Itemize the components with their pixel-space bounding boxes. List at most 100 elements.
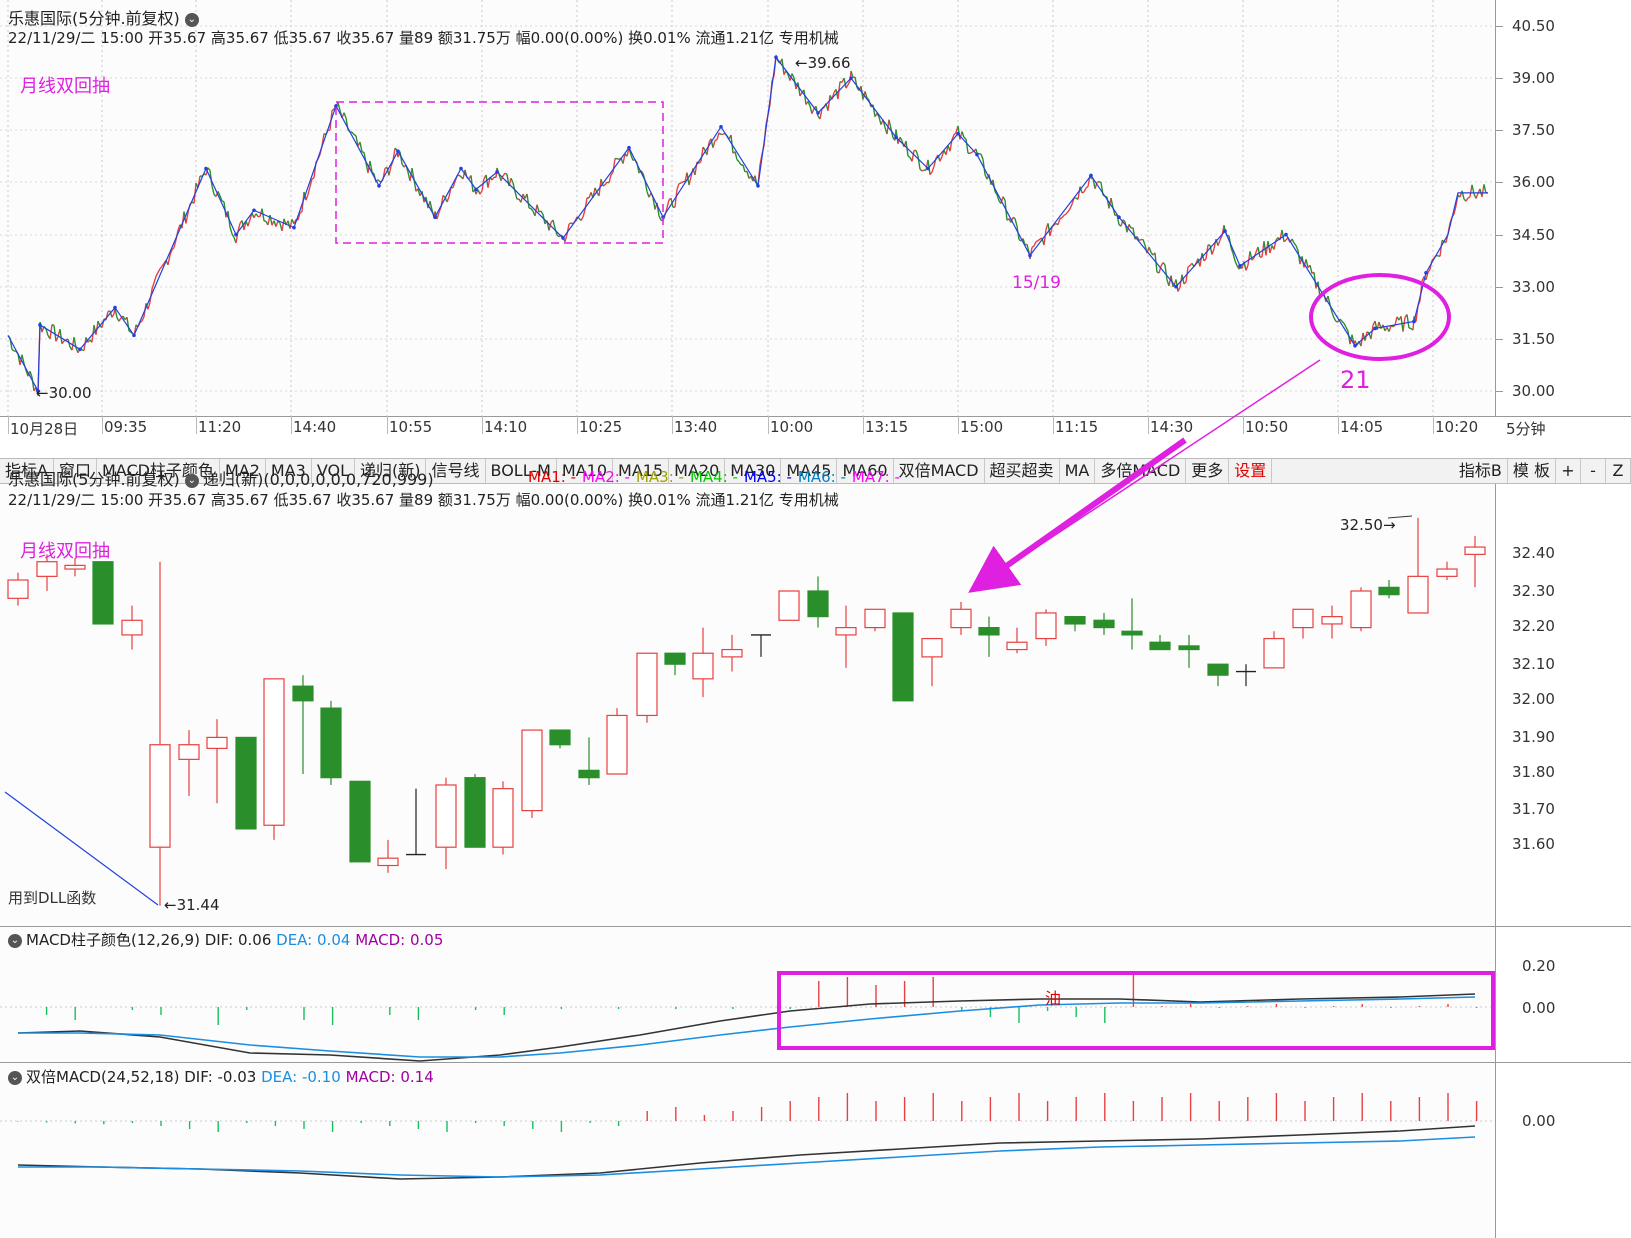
ma-legend-item: MA7: - xyxy=(851,468,900,486)
price-segment xyxy=(564,234,568,243)
right-tab-2[interactable]: + xyxy=(1556,459,1581,483)
ma-legend-item: MA4: - xyxy=(689,468,738,486)
price-segment xyxy=(1453,205,1457,215)
price-segment xyxy=(931,166,935,173)
price-segment xyxy=(1209,245,1213,255)
price-segment xyxy=(736,159,740,163)
price-segment xyxy=(1002,196,1006,201)
price-segment xyxy=(1085,185,1089,189)
tab-13[interactable]: MA45 xyxy=(781,459,838,483)
tab-3[interactable]: MA2 xyxy=(220,459,266,483)
chevron-down-icon[interactable]: ⌄ xyxy=(8,933,22,948)
candle-body xyxy=(178,744,200,760)
tab-9[interactable]: MA10 xyxy=(557,459,614,483)
zigzag-node xyxy=(459,166,463,171)
tab-7[interactable]: 信号线 xyxy=(426,459,486,483)
tab-12[interactable]: MA30 xyxy=(725,459,782,483)
zoom-chart-svg[interactable] xyxy=(0,484,1495,926)
tab-0[interactable]: 指标A xyxy=(0,459,54,483)
period-button[interactable]: 5分钟 xyxy=(1506,420,1546,438)
price-segment xyxy=(608,174,612,184)
price-segment xyxy=(1000,196,1004,204)
x-tick: 11:20 xyxy=(198,418,242,436)
price-segment xyxy=(1412,316,1415,331)
right-tab-3[interactable]: - xyxy=(1581,459,1606,483)
tab-14[interactable]: MA60 xyxy=(837,459,894,483)
price-segment xyxy=(169,249,173,256)
candle-body xyxy=(921,637,943,658)
zoom-trend-line xyxy=(4,791,159,906)
price-segment xyxy=(229,226,233,235)
price-segment xyxy=(744,170,748,173)
price-segment xyxy=(742,164,746,173)
price-segment xyxy=(556,234,560,238)
price-segment xyxy=(1063,213,1067,216)
tab-16[interactable]: 超买超卖 xyxy=(985,459,1060,483)
tab-20[interactable]: 设置 xyxy=(1229,459,1273,483)
price-segment xyxy=(807,101,811,107)
tab-15[interactable]: 双倍MACD xyxy=(894,459,985,483)
macd1-dif: DIF: 0.06 xyxy=(204,931,272,949)
price-segment xyxy=(698,160,702,164)
macd2-svg[interactable] xyxy=(0,1063,1495,1238)
price-segment xyxy=(1053,222,1057,226)
zigzag-node xyxy=(774,55,778,60)
main-chart-svg[interactable] xyxy=(0,0,1495,416)
chevron-down-icon[interactable]: ⌄ xyxy=(184,473,199,488)
price-segment xyxy=(1203,258,1207,262)
right-tab-0[interactable]: 指标B xyxy=(1454,459,1508,483)
price-segment xyxy=(552,219,556,229)
price-segment xyxy=(219,195,223,202)
tab-11[interactable]: MA20 xyxy=(669,459,726,483)
right-tab-1[interactable]: 模 板 xyxy=(1508,459,1556,483)
price-segment xyxy=(630,154,634,161)
tab-19[interactable]: 更多 xyxy=(1186,459,1230,483)
tab-10[interactable]: MA15 xyxy=(613,459,670,483)
price-segment xyxy=(171,247,175,251)
low-price-label: ←30.00 xyxy=(36,384,92,402)
main-y-tick: 34.50 xyxy=(1512,226,1555,244)
tab-5[interactable]: VOL xyxy=(312,459,355,483)
right-tab-4[interactable]: Z xyxy=(1606,459,1631,483)
price-segment xyxy=(1035,240,1039,243)
tab-6[interactable]: 递归(新) xyxy=(355,459,427,483)
macd2-header: ⌄ 双倍MACD(24,52,18) DIF: -0.03 DEA: -0.10 … xyxy=(8,1066,434,1087)
price-segment xyxy=(307,186,311,195)
price-segment xyxy=(600,179,604,187)
tab-4[interactable]: MA3 xyxy=(266,459,312,483)
tab-1[interactable]: 窗口 xyxy=(54,459,97,483)
main-chart-panel[interactable] xyxy=(0,0,1495,416)
chevron-down-icon[interactable]: ⌄ xyxy=(8,1070,22,1085)
tab-8[interactable]: BOLL-M xyxy=(486,459,557,483)
zigzag-node xyxy=(926,166,930,171)
price-segment xyxy=(281,218,285,232)
zigzag-node xyxy=(38,323,42,327)
price-segment xyxy=(1406,314,1410,329)
price-segment xyxy=(359,141,363,153)
price-segment xyxy=(536,204,540,213)
main-annotation-title: 月线双回抽 xyxy=(20,76,110,97)
chevron-down-icon[interactable]: ⌄ xyxy=(184,12,199,27)
price-segment xyxy=(1065,211,1069,215)
x-tick-mark xyxy=(768,416,769,434)
price-segment xyxy=(580,216,584,221)
zigzag-node xyxy=(1028,253,1032,258)
price-segment xyxy=(55,336,59,342)
x-tick-mark xyxy=(482,416,483,434)
price-segment xyxy=(941,150,945,157)
price-segment xyxy=(878,116,882,125)
tab-17[interactable]: MA xyxy=(1060,459,1096,483)
price-segment xyxy=(177,224,181,231)
price-segment xyxy=(243,221,247,231)
price-segment xyxy=(706,142,710,155)
tab-18[interactable]: 多倍MACD xyxy=(1095,459,1187,483)
candle-body xyxy=(664,652,686,665)
price-segment xyxy=(141,316,145,322)
indicator-tabs-right: 指标B 模 板 + - Z xyxy=(1454,459,1631,483)
price-segment xyxy=(953,132,957,136)
price-segment xyxy=(446,196,450,203)
price-segment xyxy=(929,171,933,176)
price-segment xyxy=(185,212,189,224)
price-segment xyxy=(839,80,843,84)
macd2-panel[interactable] xyxy=(0,1063,1495,1238)
